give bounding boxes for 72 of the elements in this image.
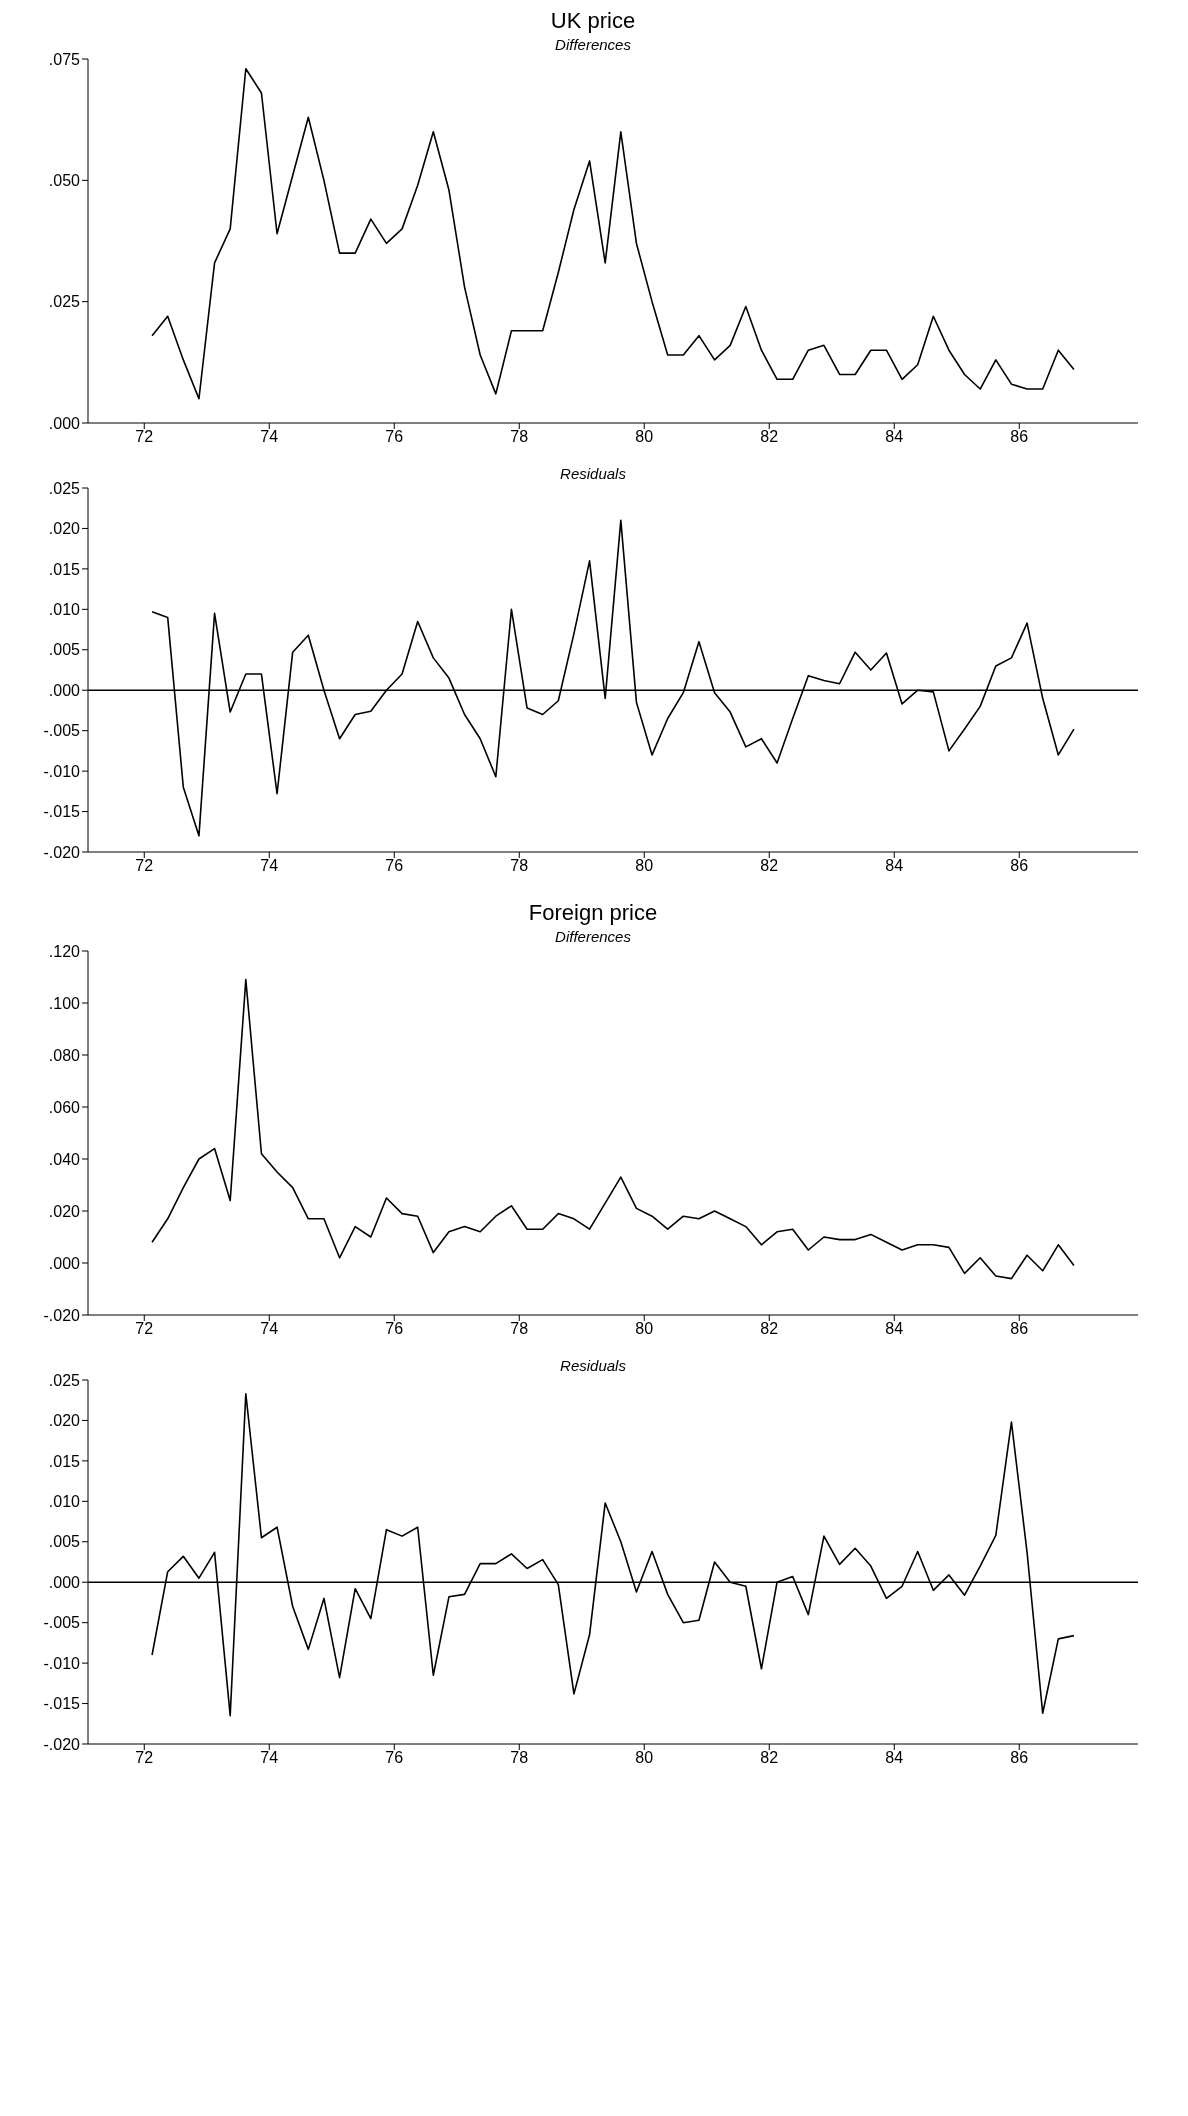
y-tick-label: .020: [48, 1202, 81, 1220]
y-tick-label: .050: [48, 172, 81, 190]
y-tick-label: -.005: [43, 1614, 81, 1632]
chart-subtitle: Differences: [555, 928, 631, 945]
x-tick-label: 74: [260, 1749, 279, 1767]
x-tick-label: 76: [385, 1749, 404, 1767]
y-tick-label: .020: [48, 1412, 81, 1430]
y-tick-label: -.020: [43, 843, 81, 861]
x-tick-label: 76: [385, 1320, 404, 1338]
x-tick-label: 78: [510, 1749, 529, 1767]
x-tick-label: 84: [885, 857, 904, 875]
y-tick-label: .080: [48, 1046, 81, 1064]
y-tick-label: -.015: [43, 1695, 81, 1713]
x-tick-label: 80: [635, 428, 654, 446]
y-tick-label: -.020: [43, 1735, 81, 1753]
x-tick-label: 76: [385, 857, 404, 875]
y-tick-label: -.015: [43, 803, 81, 821]
y-tick-label: .000: [48, 414, 81, 432]
y-tick-label: -.020: [43, 1306, 81, 1324]
y-tick-label: .005: [48, 1533, 81, 1551]
x-tick-label: 84: [885, 428, 904, 446]
x-tick-label: 80: [635, 857, 654, 875]
y-tick-label: .000: [48, 1573, 81, 1591]
x-tick-label: 72: [135, 1320, 154, 1338]
y-tick-label: .010: [48, 1493, 81, 1511]
y-tick-label: .040: [48, 1150, 81, 1168]
x-tick-label: 74: [260, 857, 279, 875]
x-tick-label: 86: [1010, 428, 1029, 446]
y-tick-label: .075: [48, 50, 81, 68]
y-tick-label: .015: [48, 1452, 81, 1470]
x-tick-label: 72: [135, 857, 154, 875]
y-tick-label: .025: [48, 479, 81, 497]
x-tick-label: 86: [1010, 1749, 1029, 1767]
y-tick-label: .060: [48, 1098, 81, 1116]
x-tick-label: 76: [385, 428, 404, 446]
x-tick-label: 84: [885, 1320, 904, 1338]
x-tick-label: 86: [1010, 1320, 1029, 1338]
y-tick-label: .000: [48, 1254, 81, 1272]
line-series: [151, 978, 1075, 1280]
x-tick-label: 80: [635, 1320, 654, 1338]
x-tick-label: 86: [1010, 857, 1029, 875]
y-tick-label: .025: [48, 1371, 81, 1389]
chart-subtitle: Differences: [555, 36, 631, 53]
y-tick-label: .025: [48, 293, 81, 311]
y-tick-label: .020: [48, 520, 81, 538]
y-tick-label: -.010: [43, 762, 81, 780]
x-tick-label: 80: [635, 1749, 654, 1767]
x-tick-label: 82: [760, 1320, 779, 1338]
x-tick-label: 74: [260, 428, 279, 446]
chart-title: UK price: [549, 8, 637, 34]
x-tick-label: 82: [760, 1749, 779, 1767]
x-tick-label: 82: [760, 428, 779, 446]
x-tick-label: 78: [510, 857, 529, 875]
x-tick-label: 72: [135, 1749, 154, 1767]
chart-title: Foreign price: [527, 900, 659, 926]
chart-subtitle: Residuals: [560, 465, 626, 482]
x-tick-label: 78: [510, 1320, 529, 1338]
y-tick-label: -.005: [43, 722, 81, 740]
x-tick-label: 72: [135, 428, 154, 446]
x-tick-label: 84: [885, 1749, 904, 1767]
y-tick-label: -.010: [43, 1654, 81, 1672]
line-series: [151, 67, 1075, 400]
x-tick-label: 78: [510, 428, 529, 446]
y-tick-label: .120: [48, 942, 81, 960]
chart-subtitle: Residuals: [560, 1357, 626, 1374]
y-tick-label: .010: [48, 601, 81, 619]
y-tick-label: .000: [48, 681, 81, 699]
y-tick-label: .005: [48, 641, 81, 659]
x-tick-label: 82: [760, 857, 779, 875]
y-tick-label: .015: [48, 560, 81, 578]
x-tick-label: 74: [260, 1320, 279, 1338]
y-tick-label: .100: [48, 994, 81, 1012]
